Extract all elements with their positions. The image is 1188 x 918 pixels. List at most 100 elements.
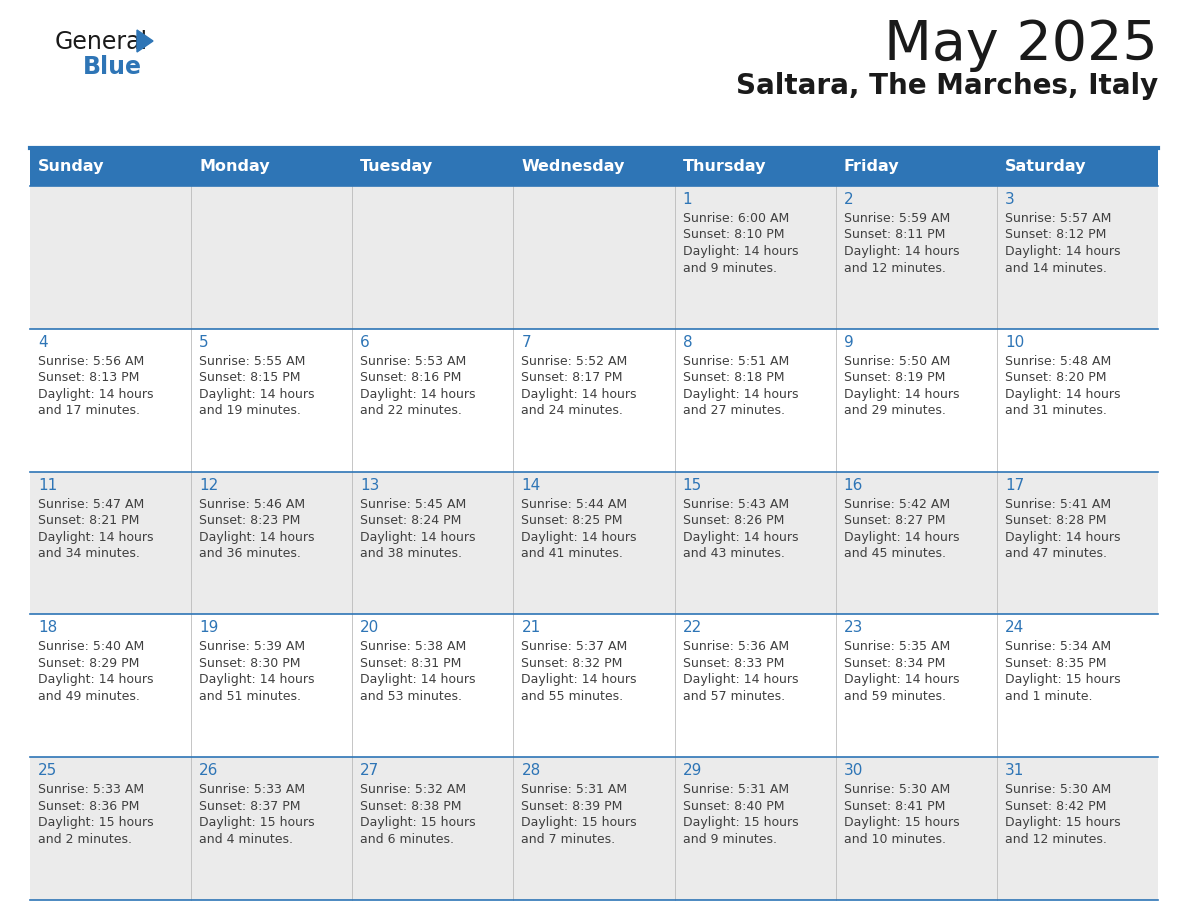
Text: 21: 21 (522, 621, 541, 635)
Text: Daylight: 14 hours: Daylight: 14 hours (522, 674, 637, 687)
Text: and 59 minutes.: and 59 minutes. (843, 690, 946, 703)
Text: Blue: Blue (83, 55, 143, 79)
Text: Friday: Friday (843, 160, 899, 174)
Text: Daylight: 14 hours: Daylight: 14 hours (683, 387, 798, 401)
Text: and 10 minutes.: and 10 minutes. (843, 833, 946, 845)
Text: 5: 5 (200, 335, 209, 350)
Text: Sunset: 8:15 PM: Sunset: 8:15 PM (200, 371, 301, 385)
Text: Sunset: 8:10 PM: Sunset: 8:10 PM (683, 229, 784, 241)
Text: Sunrise: 5:45 AM: Sunrise: 5:45 AM (360, 498, 467, 510)
Text: Wednesday: Wednesday (522, 160, 625, 174)
Text: Sunset: 8:17 PM: Sunset: 8:17 PM (522, 371, 623, 385)
Text: May 2025: May 2025 (884, 18, 1158, 72)
Text: and 9 minutes.: and 9 minutes. (683, 833, 777, 845)
Text: Sunset: 8:13 PM: Sunset: 8:13 PM (38, 371, 139, 385)
Text: Sunset: 8:36 PM: Sunset: 8:36 PM (38, 800, 139, 812)
Text: 24: 24 (1005, 621, 1024, 635)
Text: Sunrise: 5:41 AM: Sunrise: 5:41 AM (1005, 498, 1111, 510)
Text: 2: 2 (843, 192, 853, 207)
FancyBboxPatch shape (30, 757, 1158, 900)
Text: Sunset: 8:11 PM: Sunset: 8:11 PM (843, 229, 946, 241)
Text: Sunset: 8:21 PM: Sunset: 8:21 PM (38, 514, 139, 527)
FancyBboxPatch shape (30, 329, 1158, 472)
Text: and 43 minutes.: and 43 minutes. (683, 547, 784, 560)
Text: Daylight: 14 hours: Daylight: 14 hours (683, 531, 798, 543)
Text: 22: 22 (683, 621, 702, 635)
Text: and 34 minutes.: and 34 minutes. (38, 547, 140, 560)
Text: Sunrise: 5:37 AM: Sunrise: 5:37 AM (522, 641, 627, 654)
Text: 19: 19 (200, 621, 219, 635)
Text: and 14 minutes.: and 14 minutes. (1005, 262, 1107, 274)
Text: Sunset: 8:33 PM: Sunset: 8:33 PM (683, 657, 784, 670)
Text: Sunrise: 5:44 AM: Sunrise: 5:44 AM (522, 498, 627, 510)
Text: Sunrise: 5:34 AM: Sunrise: 5:34 AM (1005, 641, 1111, 654)
Text: 20: 20 (360, 621, 379, 635)
Text: Saltara, The Marches, Italy: Saltara, The Marches, Italy (735, 72, 1158, 100)
Text: 3: 3 (1005, 192, 1015, 207)
Text: Sunrise: 5:42 AM: Sunrise: 5:42 AM (843, 498, 950, 510)
Text: Daylight: 14 hours: Daylight: 14 hours (1005, 531, 1120, 543)
Text: Tuesday: Tuesday (360, 160, 434, 174)
Text: and 47 minutes.: and 47 minutes. (1005, 547, 1107, 560)
Text: Sunrise: 5:30 AM: Sunrise: 5:30 AM (843, 783, 950, 796)
Text: 27: 27 (360, 763, 379, 778)
Text: and 17 minutes.: and 17 minutes. (38, 404, 140, 418)
Text: and 57 minutes.: and 57 minutes. (683, 690, 785, 703)
Text: and 12 minutes.: and 12 minutes. (1005, 833, 1107, 845)
Text: Sunset: 8:38 PM: Sunset: 8:38 PM (360, 800, 462, 812)
Text: Sunset: 8:42 PM: Sunset: 8:42 PM (1005, 800, 1106, 812)
Text: and 22 minutes.: and 22 minutes. (360, 404, 462, 418)
Text: Daylight: 14 hours: Daylight: 14 hours (200, 531, 315, 543)
Text: 12: 12 (200, 477, 219, 493)
Text: Sunrise: 5:39 AM: Sunrise: 5:39 AM (200, 641, 305, 654)
Text: Daylight: 15 hours: Daylight: 15 hours (200, 816, 315, 829)
Text: Daylight: 14 hours: Daylight: 14 hours (360, 674, 475, 687)
Text: Sunset: 8:41 PM: Sunset: 8:41 PM (843, 800, 946, 812)
Text: Sunset: 8:34 PM: Sunset: 8:34 PM (843, 657, 946, 670)
Text: Sunset: 8:35 PM: Sunset: 8:35 PM (1005, 657, 1106, 670)
Text: Daylight: 15 hours: Daylight: 15 hours (683, 816, 798, 829)
Text: and 6 minutes.: and 6 minutes. (360, 833, 454, 845)
Text: and 2 minutes.: and 2 minutes. (38, 833, 132, 845)
Text: Daylight: 15 hours: Daylight: 15 hours (360, 816, 476, 829)
Text: Saturday: Saturday (1005, 160, 1086, 174)
Text: Sunrise: 5:52 AM: Sunrise: 5:52 AM (522, 354, 627, 368)
FancyBboxPatch shape (30, 148, 1158, 186)
Text: Sunrise: 6:00 AM: Sunrise: 6:00 AM (683, 212, 789, 225)
Text: and 36 minutes.: and 36 minutes. (200, 547, 301, 560)
Text: Sunrise: 5:30 AM: Sunrise: 5:30 AM (1005, 783, 1111, 796)
Text: Sunset: 8:18 PM: Sunset: 8:18 PM (683, 371, 784, 385)
Text: Sunset: 8:27 PM: Sunset: 8:27 PM (843, 514, 946, 527)
FancyBboxPatch shape (30, 614, 1158, 757)
FancyBboxPatch shape (30, 472, 1158, 614)
Text: Sunset: 8:16 PM: Sunset: 8:16 PM (360, 371, 462, 385)
Text: 13: 13 (360, 477, 380, 493)
Text: 15: 15 (683, 477, 702, 493)
Text: Daylight: 14 hours: Daylight: 14 hours (843, 387, 959, 401)
Text: 11: 11 (38, 477, 57, 493)
Text: and 7 minutes.: and 7 minutes. (522, 833, 615, 845)
Text: Sunrise: 5:31 AM: Sunrise: 5:31 AM (522, 783, 627, 796)
Text: 28: 28 (522, 763, 541, 778)
Text: and 12 minutes.: and 12 minutes. (843, 262, 946, 274)
Text: 26: 26 (200, 763, 219, 778)
Text: Thursday: Thursday (683, 160, 766, 174)
Text: Sunset: 8:37 PM: Sunset: 8:37 PM (200, 800, 301, 812)
Text: Sunset: 8:26 PM: Sunset: 8:26 PM (683, 514, 784, 527)
Text: Daylight: 15 hours: Daylight: 15 hours (38, 816, 153, 829)
Text: General: General (55, 30, 148, 54)
Text: Sunrise: 5:35 AM: Sunrise: 5:35 AM (843, 641, 950, 654)
Text: Daylight: 14 hours: Daylight: 14 hours (38, 387, 153, 401)
Text: Sunset: 8:29 PM: Sunset: 8:29 PM (38, 657, 139, 670)
Text: Sunrise: 5:57 AM: Sunrise: 5:57 AM (1005, 212, 1111, 225)
Text: 31: 31 (1005, 763, 1024, 778)
Text: Sunset: 8:12 PM: Sunset: 8:12 PM (1005, 229, 1106, 241)
Text: Daylight: 14 hours: Daylight: 14 hours (360, 531, 475, 543)
Text: Sunset: 8:25 PM: Sunset: 8:25 PM (522, 514, 623, 527)
Text: Sunrise: 5:48 AM: Sunrise: 5:48 AM (1005, 354, 1111, 368)
Text: Sunset: 8:31 PM: Sunset: 8:31 PM (360, 657, 462, 670)
Text: Daylight: 14 hours: Daylight: 14 hours (843, 674, 959, 687)
Text: Sunset: 8:23 PM: Sunset: 8:23 PM (200, 514, 301, 527)
Text: 18: 18 (38, 621, 57, 635)
Text: Sunrise: 5:51 AM: Sunrise: 5:51 AM (683, 354, 789, 368)
